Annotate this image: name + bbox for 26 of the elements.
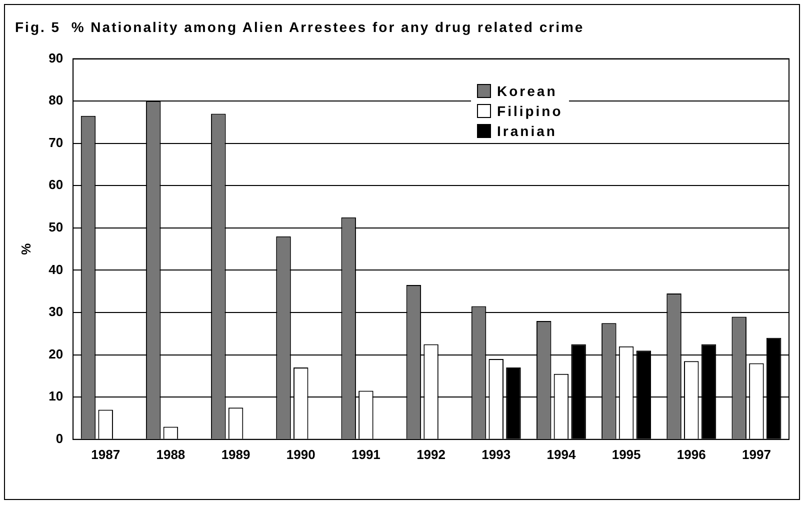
y-tick-label: 50: [48, 220, 64, 235]
y-tick-label: 20: [48, 346, 64, 362]
y-tick-label: 0: [56, 430, 64, 446]
y-axis-title: %: [18, 242, 34, 255]
x-tick-label: 1991: [351, 446, 380, 462]
y-tick-label: 40: [48, 262, 64, 277]
x-tick-label: 1994: [546, 446, 576, 462]
y-tick-label: 60: [48, 177, 64, 192]
x-tick-label: 1995: [612, 446, 641, 462]
legend-label: Filipino: [496, 102, 563, 121]
x-tick-label: 1997: [742, 446, 771, 462]
legend-label: Iranian: [496, 122, 558, 141]
x-tick-label: 1992: [416, 446, 446, 462]
x-tick-label: 1990: [286, 446, 316, 462]
y-tick-label: 30: [48, 304, 64, 320]
y-tick-label: 80: [48, 92, 64, 108]
chart-title: Fig. 5 % Nationality among Alien Arrestees for any drug related crime: [15, 19, 584, 35]
x-tick-label: 1993: [482, 446, 511, 462]
legend-label: Korean: [496, 82, 558, 101]
y-tick-label: 90: [48, 50, 64, 66]
x-tick-label: 1989: [221, 446, 250, 462]
y-tick-label: 70: [48, 134, 64, 150]
x-tick-label: 1996: [676, 446, 706, 462]
x-tick-label: 1987: [91, 446, 120, 462]
y-tick-label: 10: [48, 388, 64, 404]
x-tick-label: 1988: [156, 446, 186, 462]
